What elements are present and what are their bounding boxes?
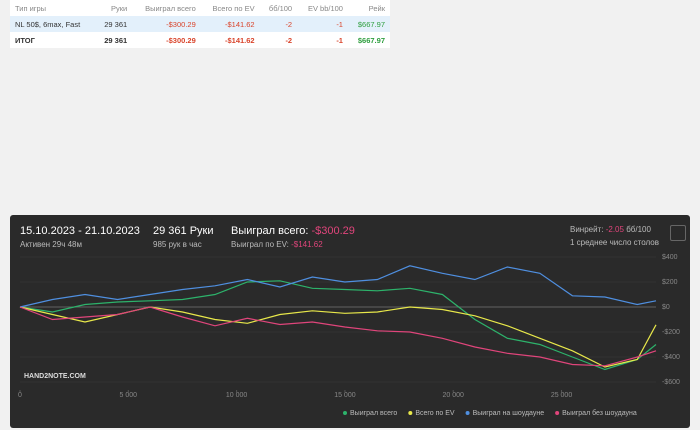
cell: -$300.29 [166,35,196,45]
cell: $667.97 [357,19,385,29]
column-header: Рейк [368,3,385,13]
series-line [19,306,657,368]
column-header: Всего по EV [212,3,255,13]
won: Выиграл всего: -$300.29 [231,225,355,237]
winrate: Винрейт: -2.05 бб/100 [570,225,651,234]
x-tick-label: 5 000 [120,392,138,399]
dates: 15.10.2023 - 21.10.2023 [20,225,140,237]
legend-dot [465,411,470,415]
logo: HAND2NOTE.COM [24,373,86,380]
legend-dot [343,411,347,415]
value: -2.05 [605,225,624,234]
legend-dot [555,411,560,415]
series-line [19,265,657,308]
cell: 29 361 [104,35,128,45]
column-header: бб/100 [268,3,293,13]
row: ИТОГ 29 361 -$300.29 -$141.62 -2 -1 $667.97 [10,32,390,48]
cell: -1 [336,35,343,45]
legend-label: Выиграл всего [350,410,397,417]
y-tick-label: -$600 [662,379,680,386]
label: Выиграл по EV: [231,240,289,249]
legend-dot [408,411,413,415]
cell: -1 [336,19,343,29]
hands: 29 361 Руки [153,225,214,237]
value: -$300.29 [311,225,355,237]
row: NL 50$, 6max, Fast 29 361 -$300.29 -$141.62… [10,16,390,32]
y-tick-label: $0 [662,304,670,311]
cell: -2 [285,19,293,29]
label: Винрейт: [570,225,604,234]
x-tick-label: 20 000 [443,392,465,399]
active: Активен 29ч 48м [20,240,82,249]
cell: ИТОГ [15,35,35,45]
x-tick-label: 10 000 [226,392,248,399]
cell: -2 [285,35,293,45]
cell: -$141.62 [224,35,255,45]
column-header: Выиграл всего [145,3,196,13]
x-tick-label: 15 000 [334,392,356,399]
series-line [19,280,657,371]
column-header: Руки [110,3,128,13]
column-header: EV bb/100 [307,3,343,13]
tables: 1 среднее число столов [570,238,659,247]
legend-label: Выиграл без шоудауна [562,409,637,417]
series-line [19,306,657,367]
graph-panel: 15.10.2023 - 21.10.2023 Активен 29ч 48м … [10,215,690,428]
y-tick-label: $400 [662,254,678,261]
x-tick-label: 25 000 [551,392,573,399]
cell: -$141.62 [224,19,255,29]
cell: $667.97 [357,35,385,45]
legend-label: Всего по EV [415,410,455,417]
unit: бб/100 [626,225,651,234]
y-tick-label: -$200 [662,329,680,336]
x-tick-label: 0 [18,392,22,399]
value: -$141.62 [291,240,323,249]
per-hour: 985 рук в час [153,240,202,249]
cell: -$300.29 [166,19,196,29]
ev: Выиграл по EV: -$141.62 [231,240,323,249]
y-tick-label: $200 [662,279,678,286]
cell: 29 361 [104,19,128,29]
legend-label: Выиграл на шоудауне [473,410,545,417]
cell: NL 50$, 6max, Fast [15,19,81,29]
y-tick-label: -$400 [662,354,680,361]
label: Выиграл всего: [231,225,309,237]
stats-table: Тип игры Руки Выиграл всего Всего по EV бб/1… [10,0,390,48]
settings-button[interactable] [670,225,686,241]
header-row: Тип игры Руки Выиграл всего Всего по EV бб/1… [10,0,390,16]
column-header: Тип игры [15,3,47,13]
